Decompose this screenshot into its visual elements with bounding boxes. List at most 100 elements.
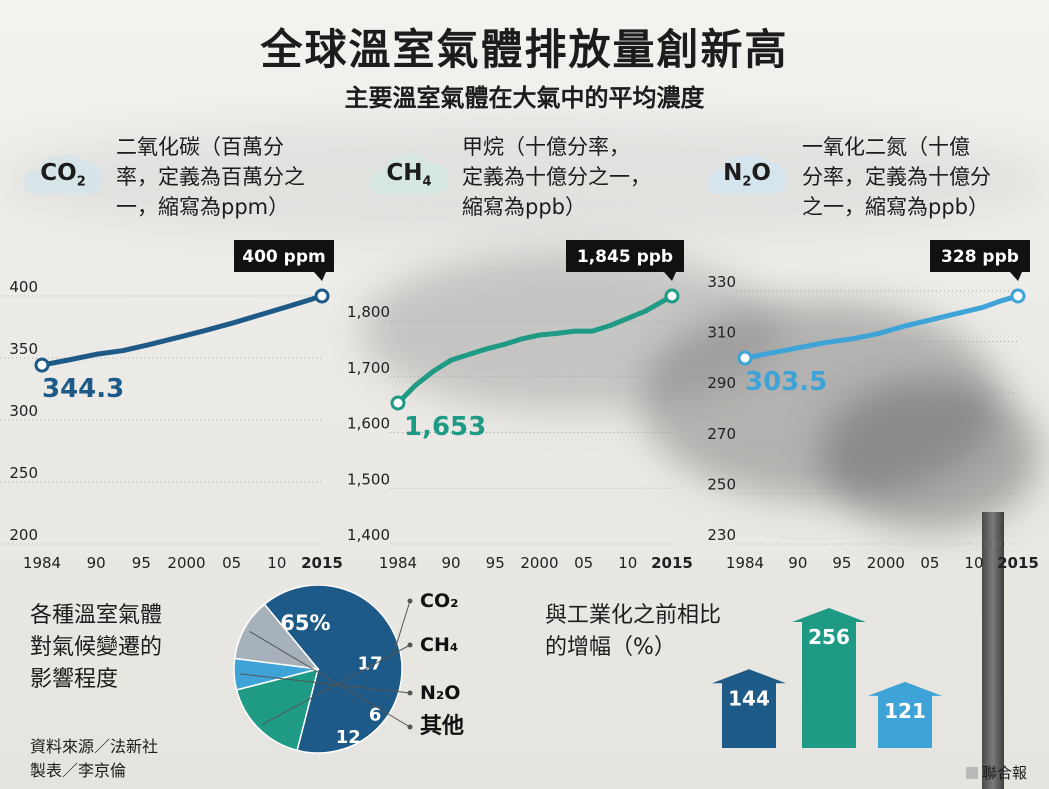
start-point [390, 395, 406, 411]
end-point [314, 288, 330, 304]
slice-value-label: 12 [336, 727, 361, 748]
slice-value-label: 6 [369, 705, 382, 726]
n2o-label: N2O [723, 160, 771, 190]
y-tick-label: 1,500 [347, 470, 390, 488]
cloud-icon [23, 154, 103, 194]
y-tick-label: 350 [9, 340, 38, 358]
slice-value-label: 17 [358, 653, 383, 674]
x-tick-label: 1984 [379, 554, 417, 572]
x-tick-label: 2000 [520, 554, 558, 572]
start-point [34, 357, 50, 373]
start-value-label: 303.5 [745, 367, 827, 397]
y-tick-label: 1,800 [347, 303, 390, 321]
end-value-label: 400 ppm [242, 247, 325, 267]
chimney [982, 512, 1004, 789]
smoke-plume [820, 380, 1040, 530]
ch4-cloud: CH4 [368, 146, 450, 198]
y-tick-label: 1,600 [347, 415, 390, 433]
cloud-icon [707, 154, 787, 194]
y-tick-label: 250 [9, 464, 38, 482]
co2-description: 二氧化碳（百萬分 率，定義為百萬分之 一，縮寫為ppm） [116, 135, 305, 219]
increase-value-label: 144 [728, 686, 770, 710]
callout-box [234, 240, 334, 272]
end-value-label: 1,845 ppb [577, 247, 673, 267]
pie-slice [233, 603, 320, 670]
y-tick-label: 300 [9, 402, 38, 420]
series-line [395, 293, 675, 406]
callout-box [930, 240, 1030, 272]
x-tick-label: 90 [441, 554, 460, 572]
co2-line-chart: 200 250 300 350 400 1984 90 95 2000 05 10 2015 344.3… [0, 240, 343, 572]
leader-dot [407, 724, 413, 730]
series-line [39, 293, 325, 368]
x-tick-label: 1984 [23, 554, 61, 572]
callout-pointer [664, 272, 676, 281]
x-tick-label: 05 [222, 554, 241, 572]
leader-line [393, 600, 411, 653]
x-tick-label: 05 [920, 554, 939, 572]
start-value-label: 344.3 [42, 374, 124, 404]
increase-title: 與工業化之前相比 的增幅（%） [545, 603, 722, 660]
pie-title: 各種溫室氣體 對氣候變遷的 影響程度 [30, 603, 163, 692]
leader-dot [407, 642, 413, 648]
y-tick-label: 230 [707, 526, 736, 544]
callout-box [566, 240, 684, 272]
square-icon [965, 767, 978, 779]
start-point [737, 350, 753, 366]
x-tick-label: 10 [618, 554, 637, 572]
end-point [664, 288, 680, 304]
smoke-plume [640, 300, 1000, 500]
increase-bar-chart: 144 256 121 [712, 608, 942, 748]
page-subtitle: 主要溫室氣體在大氣中的平均濃度 [344, 84, 705, 112]
leader-line [240, 673, 411, 694]
page-title: 全球溫室氣體排放量創新高 [260, 25, 789, 74]
slice-name-label: 其他 [420, 714, 464, 739]
cloud-icon [369, 154, 449, 194]
y-tick-label: 200 [9, 526, 38, 544]
increase-value-label: 256 [808, 625, 850, 649]
ch4-description: 甲烷（十億分率， 定義為十億分之一， 縮寫為ppb） [462, 135, 651, 219]
pie-chart: 65% CO₂ 17 CH₄ 6 N₂O 12 其他 [233, 585, 464, 754]
x-tick-label: 90 [87, 554, 106, 572]
x-tick-label: 2015 [651, 554, 693, 572]
smoke-plume [0, 120, 1049, 240]
leader-dot [407, 690, 413, 696]
leader-dot [407, 598, 413, 604]
ch4-label: CH4 [386, 160, 432, 190]
y-tick-label: 330 [707, 273, 736, 291]
x-tick-label: 2000 [867, 554, 905, 572]
n2o-cloud: N2O [706, 146, 788, 198]
y-tick-label: 270 [707, 425, 736, 443]
end-value-label: 328 ppb [941, 247, 1019, 267]
n2o-line-chart: 230 250 270 290 310 330 1984 90 95 2000 05 10 2015 30… [707, 240, 1039, 572]
increase-arrow-bar [868, 681, 942, 748]
x-tick-label: 10 [267, 554, 286, 572]
end-point [1010, 288, 1026, 304]
publisher-credit: 聯合報 [965, 762, 1027, 783]
x-tick-label: 10 [964, 554, 983, 572]
co2-label: CO2 [40, 160, 86, 190]
slice-name-label: CO₂ [420, 590, 458, 612]
source-note: 資料來源／法新社 製表／李京倫 [30, 737, 159, 780]
pie-slice [235, 667, 320, 752]
n2o-description: 一氧化二氮（十億 分率，定義為十億分 之一，縮寫為ppb） [802, 135, 991, 219]
y-tick-label: 1,400 [347, 526, 390, 544]
increase-value-label: 121 [884, 699, 926, 723]
callout-pointer [1010, 272, 1022, 281]
increase-arrow-bar [792, 608, 866, 748]
start-value-label: 1,653 [404, 412, 486, 442]
callout-pointer [314, 272, 326, 281]
y-tick-label: 310 [707, 324, 736, 342]
y-tick-label: 290 [707, 374, 736, 392]
slice-name-label: N₂O [420, 682, 460, 704]
x-tick-label: 2015 [301, 554, 343, 572]
slice-name-label: CH₄ [420, 634, 458, 656]
x-tick-label: 90 [788, 554, 807, 572]
series-line [742, 293, 1021, 361]
co2-cloud: CO2 [22, 146, 104, 198]
x-tick-label: 95 [132, 554, 151, 572]
x-tick-label: 95 [832, 554, 851, 572]
ch4-line-chart: 1,400 1,500 1,600 1,700 1,800 1984 90 95 2000 05 1… [347, 240, 693, 572]
slice-value-label: 65% [280, 611, 330, 635]
x-tick-label: 1984 [726, 554, 764, 572]
